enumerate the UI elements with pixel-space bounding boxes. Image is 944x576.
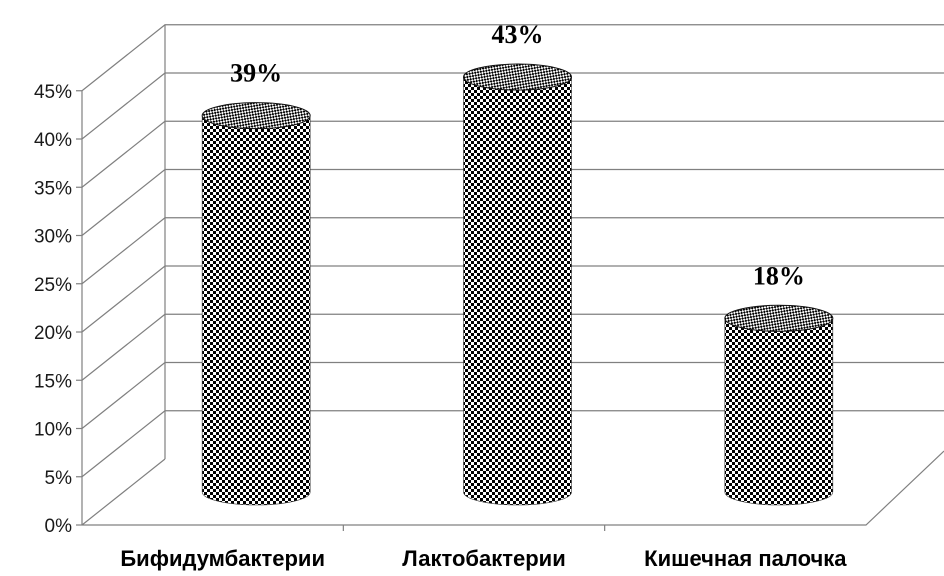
y-axis-tick-labels: 0% 5% 10% 15% 20% 25% 30% 35% 40% 45%	[34, 82, 72, 537]
category-labels: Бифидумбактерии Лактобактерии Кишечная пал…	[120, 546, 847, 571]
data-label: 43%	[492, 20, 544, 49]
y-tick-label: 15%	[34, 371, 72, 392]
gridline	[81, 72, 944, 140]
category-label: Бифидумбактерии	[120, 546, 325, 571]
y-tick-label: 35%	[34, 178, 72, 199]
y-tick-label: 25%	[34, 275, 72, 296]
bar-top	[201, 102, 311, 130]
gridline	[81, 313, 944, 381]
data-label: 39%	[230, 59, 282, 88]
category-label: Кишечная палочка	[644, 546, 847, 571]
bar-cylinder	[463, 63, 572, 506]
data-label: 18%	[753, 261, 805, 290]
y-tick-label: 0%	[45, 516, 73, 537]
y-tick-label: 30%	[34, 227, 72, 248]
gridline	[81, 265, 944, 333]
gridline	[81, 24, 944, 92]
bar-top	[463, 63, 572, 91]
bar-top	[724, 304, 834, 332]
bars	[201, 63, 834, 506]
chart-frame	[81, 24, 944, 531]
bar	[201, 115, 311, 506]
gridline	[81, 361, 944, 429]
bar	[463, 77, 572, 506]
gridline	[81, 217, 944, 285]
gridlines	[76, 24, 944, 526]
bar	[724, 318, 834, 506]
data-labels: 39% 43% 18%	[230, 20, 805, 290]
gridline	[81, 410, 944, 478]
y-tick-label: 10%	[34, 420, 72, 441]
gridline	[81, 120, 944, 188]
category-label: Лактобактерии	[402, 546, 566, 571]
y-tick-label: 40%	[34, 130, 72, 151]
bar-cylinder	[201, 102, 311, 506]
y-tick-label: 45%	[34, 82, 72, 103]
bar-cylinder	[724, 304, 834, 506]
y-tick-label: 5%	[45, 468, 73, 489]
y-tick-label: 20%	[34, 323, 72, 344]
gridline	[81, 168, 944, 236]
